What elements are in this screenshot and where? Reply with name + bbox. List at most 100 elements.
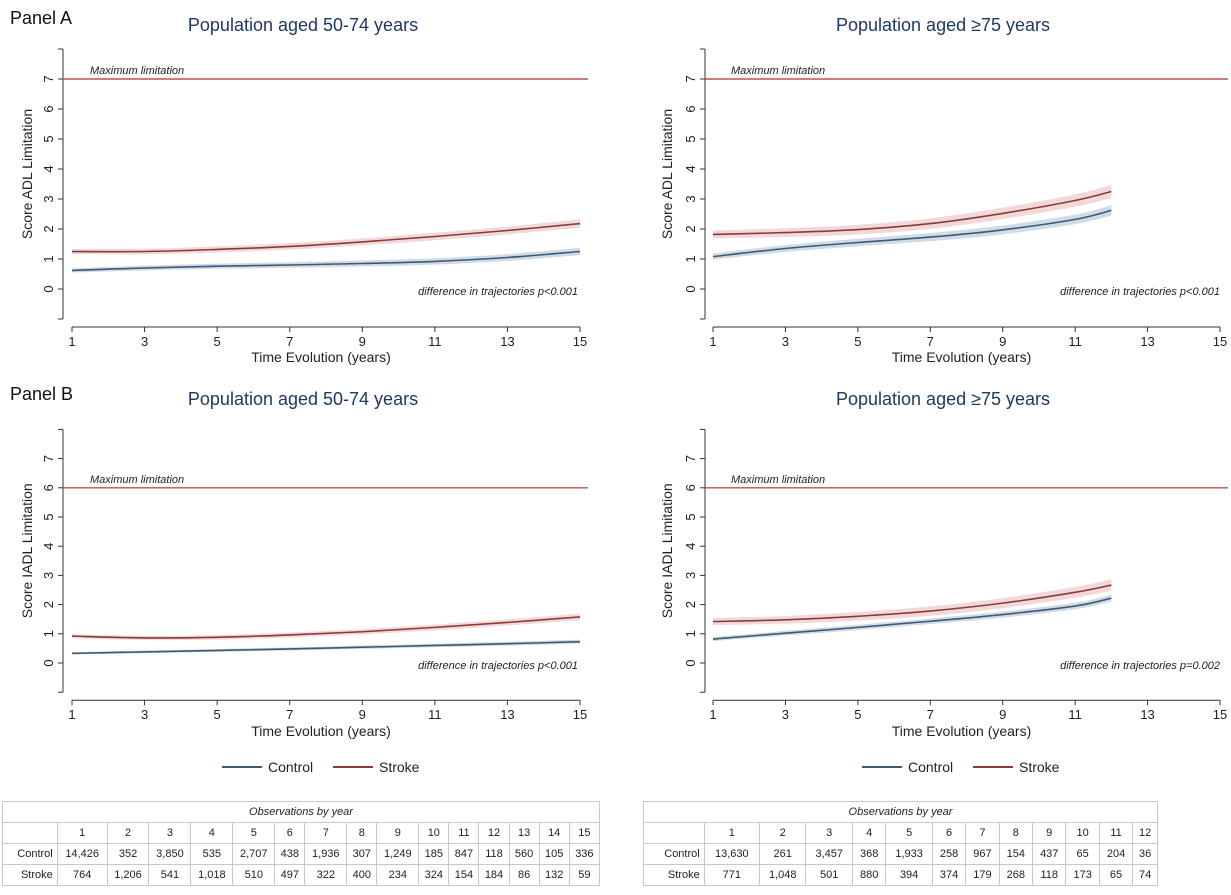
x-tick-label: 3: [141, 707, 148, 722]
table-cell: 204: [1098, 843, 1134, 865]
legend-control-label-right: Control: [908, 759, 953, 775]
table-cell: 1,936: [304, 843, 348, 865]
table-cell: 86: [508, 864, 540, 886]
table-cell: 65: [1065, 843, 1100, 865]
table-cell: 118: [478, 843, 510, 865]
y-tick-label: 7: [41, 455, 56, 462]
y-tick-label: 5: [683, 513, 698, 520]
x-tick-label: 1: [709, 707, 716, 722]
year-header: 6: [274, 822, 306, 844]
x-tick-label: 9: [359, 707, 366, 722]
table-cell: 560: [508, 843, 540, 865]
year-header: 1: [56, 822, 108, 844]
table-row: Control 14,426 352 3,850 535 2,707 438 1,936 307…: [2, 843, 601, 865]
year-header: 11: [448, 822, 480, 844]
table-cell: 234: [376, 864, 420, 886]
year-header: 7: [304, 822, 348, 844]
table-cell: 184: [478, 864, 510, 886]
series-line-stroke: [712, 190, 1112, 236]
table-corner-cell: [2, 822, 58, 844]
year-header: 5: [885, 822, 933, 844]
year-header: 3: [805, 822, 853, 844]
year-header: 8: [346, 822, 378, 844]
year-header: 8: [998, 822, 1034, 844]
series-line-stroke: [71, 616, 581, 639]
x-tick-label: 5: [854, 334, 861, 349]
table-cell: 118: [1032, 864, 1067, 886]
table-cell: 501: [805, 864, 853, 886]
x-tick-label: 3: [782, 334, 789, 349]
table-cell: 368: [851, 843, 887, 865]
y-tick-label: 5: [41, 513, 56, 520]
table-cell: 374: [931, 864, 967, 886]
table-cell: 261: [758, 843, 807, 865]
legend-stroke-label: Stroke: [379, 759, 420, 775]
chart-title: Population aged 50-74 years: [188, 389, 418, 409]
y-tick-label: 0: [41, 285, 56, 292]
year-header: 12: [1132, 822, 1158, 844]
table-cell: 105: [538, 843, 570, 865]
y-tick-label: 7: [683, 75, 698, 82]
observations-table-left: Observations by year 1 2 3 4 5 6 7 8 9 10 11 12 13 14 1…: [2, 801, 601, 886]
table-cell: 510: [232, 864, 276, 886]
trajectory-difference-note: difference in trajectories p<0.001: [418, 286, 578, 298]
year-header: 4: [851, 822, 887, 844]
x-tick-label: 1: [68, 707, 75, 722]
table-cell: 880: [851, 864, 887, 886]
table-row: Stroke 771 1,048 501 880 394 374 179 268 118 173 65…: [643, 864, 1158, 886]
series-line-stroke: [71, 222, 581, 253]
y-tick-label: 0: [41, 659, 56, 666]
legend-stroke-label-right: Stroke: [1019, 759, 1060, 775]
x-tick-label: 15: [1213, 334, 1227, 349]
confidence-band-stroke: [72, 613, 580, 641]
table-caption: Observations by year: [643, 801, 1158, 823]
year-header: 11: [1098, 822, 1134, 844]
table-cell: 1,018: [190, 864, 234, 886]
y-tick-label: 1: [41, 630, 56, 637]
y-tick-label: 5: [41, 135, 56, 142]
y-tick-label: 6: [683, 105, 698, 112]
table-cell: 336: [568, 843, 601, 865]
y-tick-label: 5: [683, 135, 698, 142]
year-header: 10: [1065, 822, 1100, 844]
row-label: Stroke: [2, 864, 58, 886]
table-cell: 173: [1065, 864, 1100, 886]
confidence-band-stroke: [713, 184, 1112, 239]
x-axis-label: Time Evolution (years): [892, 723, 1032, 739]
series-line-control: [71, 640, 581, 655]
table-cell: 324: [418, 864, 450, 886]
trajectory-difference-note: difference in trajectories p<0.001: [1060, 286, 1220, 298]
x-tick-label: 13: [500, 334, 514, 349]
x-axis-label: Time Evolution (years): [251, 349, 391, 365]
trajectory-difference-note: difference in trajectories p<0.001: [418, 660, 578, 672]
table-cell: 541: [148, 864, 192, 886]
y-axis-label: Score ADL Limitation: [19, 109, 35, 239]
y-tick-label: 3: [683, 572, 698, 579]
table-cell: 13,630: [703, 843, 760, 865]
legend: Control Stroke Control Stroke: [222, 759, 1060, 775]
table-caption-row: Observations by year: [2, 801, 600, 823]
table-cell: 65: [1098, 864, 1134, 886]
y-tick-label: 7: [41, 75, 56, 82]
table-corner-cell: [643, 822, 705, 844]
table-cell: 535: [190, 843, 234, 865]
y-tick-label: 6: [683, 484, 698, 491]
x-tick-label: 11: [1068, 707, 1082, 722]
table-cell: 437: [1032, 843, 1067, 865]
table-cell: 847: [448, 843, 480, 865]
maximum-limitation-label: Maximum limitation: [90, 474, 184, 486]
maximum-limitation-label: Maximum limitation: [731, 65, 825, 77]
x-tick-label: 11: [428, 334, 442, 349]
x-axis-label: Time Evolution (years): [251, 723, 391, 739]
series-line-control: [71, 250, 581, 272]
y-axis-label: Score ADL Limitation: [659, 109, 675, 239]
chart-title: Population aged ≥75 years: [836, 15, 1050, 35]
table-cell: 1,048: [758, 864, 807, 886]
year-header: 14: [538, 822, 570, 844]
y-tick-label: 2: [41, 601, 56, 608]
year-header: 3: [148, 822, 192, 844]
x-tick-label: 9: [999, 707, 1006, 722]
